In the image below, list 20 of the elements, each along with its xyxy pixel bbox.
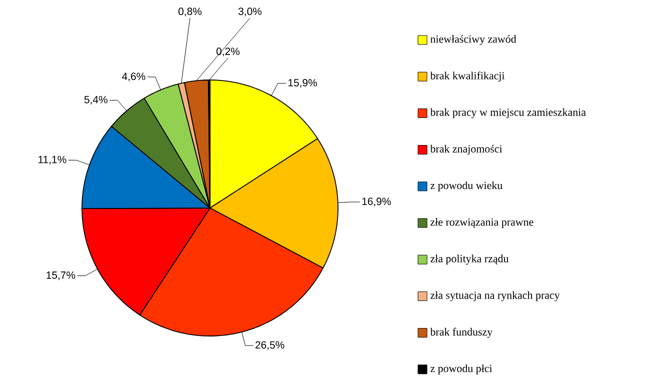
data-label: 16,9%: [362, 198, 391, 206]
legend-label: niewłaściwy zawód: [430, 35, 516, 45]
data-label: 0,2%: [216, 48, 240, 56]
data-label: 4,6%: [122, 72, 146, 82]
legend-label: złe rozwiązania prawne: [430, 218, 534, 228]
data-label: 11,1%: [38, 156, 66, 164]
data-label: 15,9%: [288, 79, 317, 88]
data-label: 26,5%: [256, 341, 284, 350]
legend-label: zła sytuacja na rynkach pracy: [430, 291, 560, 302]
legend-label: z powodu płci: [430, 364, 492, 374]
data-label: 0,8%: [178, 8, 202, 16]
legend-label: brak pracy w miejscu zamieszkania: [430, 108, 586, 118]
data-label: 5,4%: [84, 96, 108, 105]
legend-label: brak kwalifikacji: [430, 72, 505, 82]
legend-label: zła polityka rządu: [430, 254, 509, 265]
data-label: 3,0%: [238, 8, 262, 16]
legend-label: z powodu wieku: [430, 181, 502, 192]
data-label: 15,7%: [46, 271, 76, 280]
legend-label: brak znajomości: [430, 144, 502, 155]
legend-label: brak funduszy: [430, 328, 493, 338]
